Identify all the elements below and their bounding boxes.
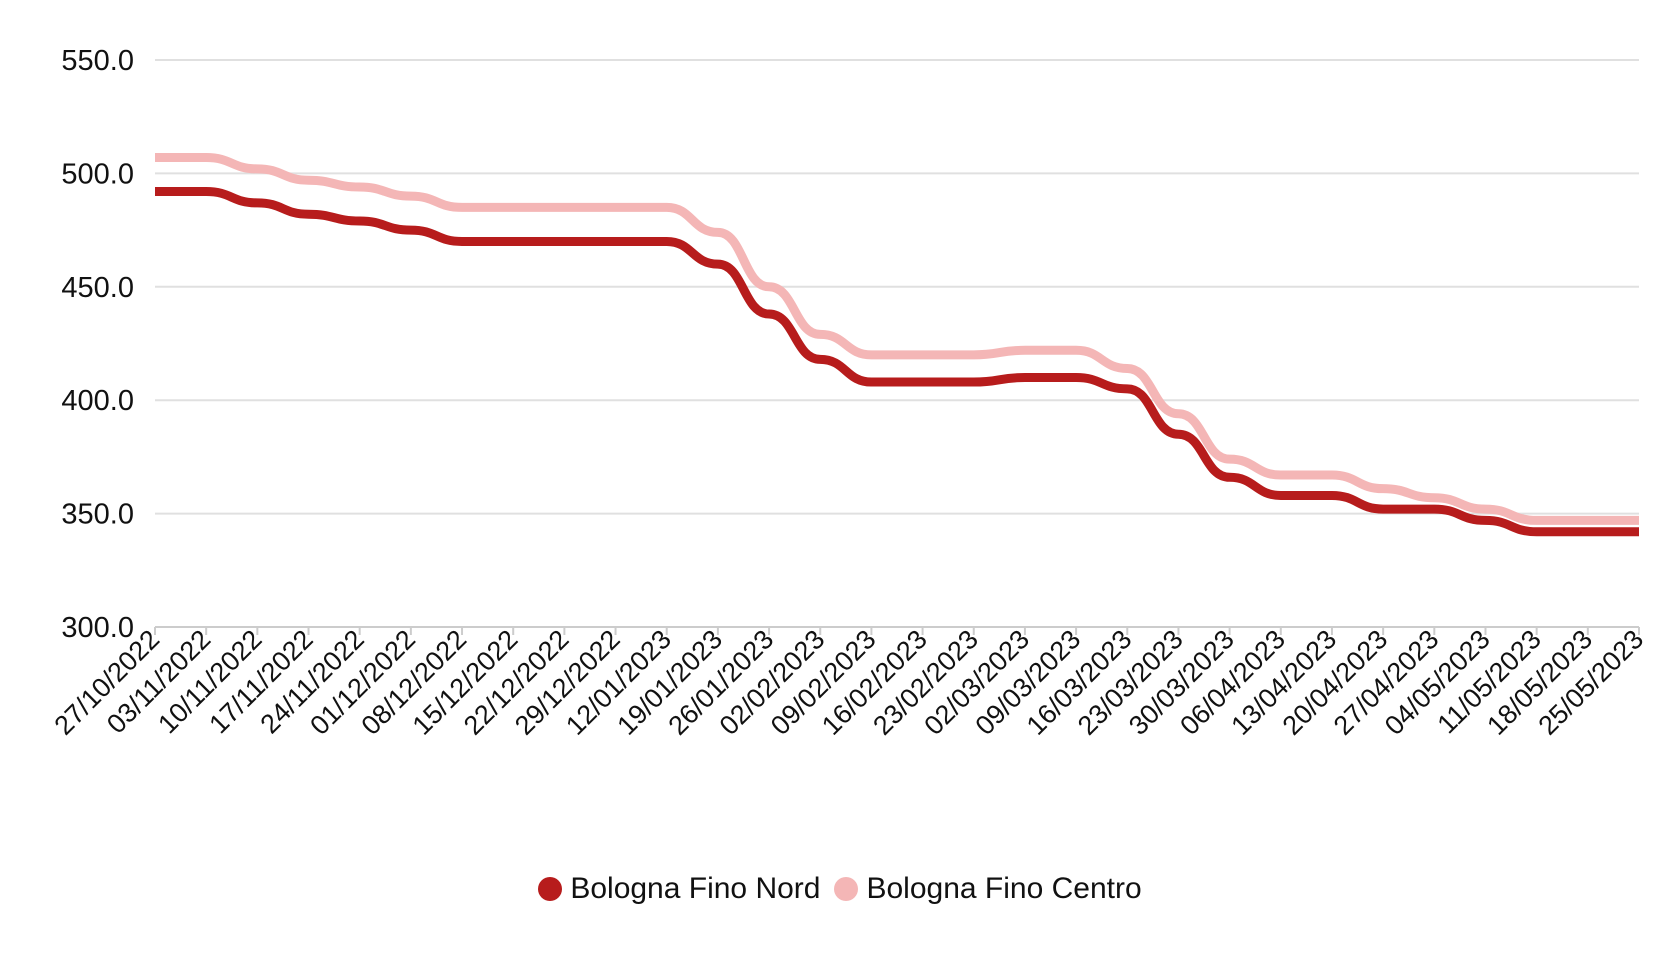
series-line-centro (155, 153, 1639, 525)
legend-marker-centro (834, 877, 859, 901)
y-tick-label: 300.0 (61, 612, 134, 644)
series-lines (155, 153, 1639, 537)
x-axis-ticks: 27/10/202203/11/202210/11/202217/11/2022… (48, 624, 1649, 741)
gridlines (155, 59, 1639, 628)
y-axis-ticks: 300.0 350.0 400.0 450.0 500.0 550.0 (61, 45, 134, 644)
legend-item-centro[interactable]: Bologna Fino Centro (834, 872, 1142, 906)
y-tick-label: 350.0 (61, 499, 134, 531)
legend-label: Bologna Fino Centro (866, 872, 1142, 905)
y-tick-label: 400.0 (61, 385, 134, 417)
y-tick-label: 550.0 (61, 45, 134, 77)
legend-label: Bologna Fino Nord (570, 872, 821, 905)
y-tick-label: 500.0 (61, 158, 134, 190)
legend-item-nord[interactable]: Bologna Fino Nord (538, 872, 820, 906)
legend-marker-nord (538, 877, 563, 901)
series-line-nord (155, 187, 1639, 537)
y-tick-label: 450.0 (61, 272, 134, 304)
legend: Bologna Fino Nord Bologna Fino Centro (0, 872, 1680, 906)
